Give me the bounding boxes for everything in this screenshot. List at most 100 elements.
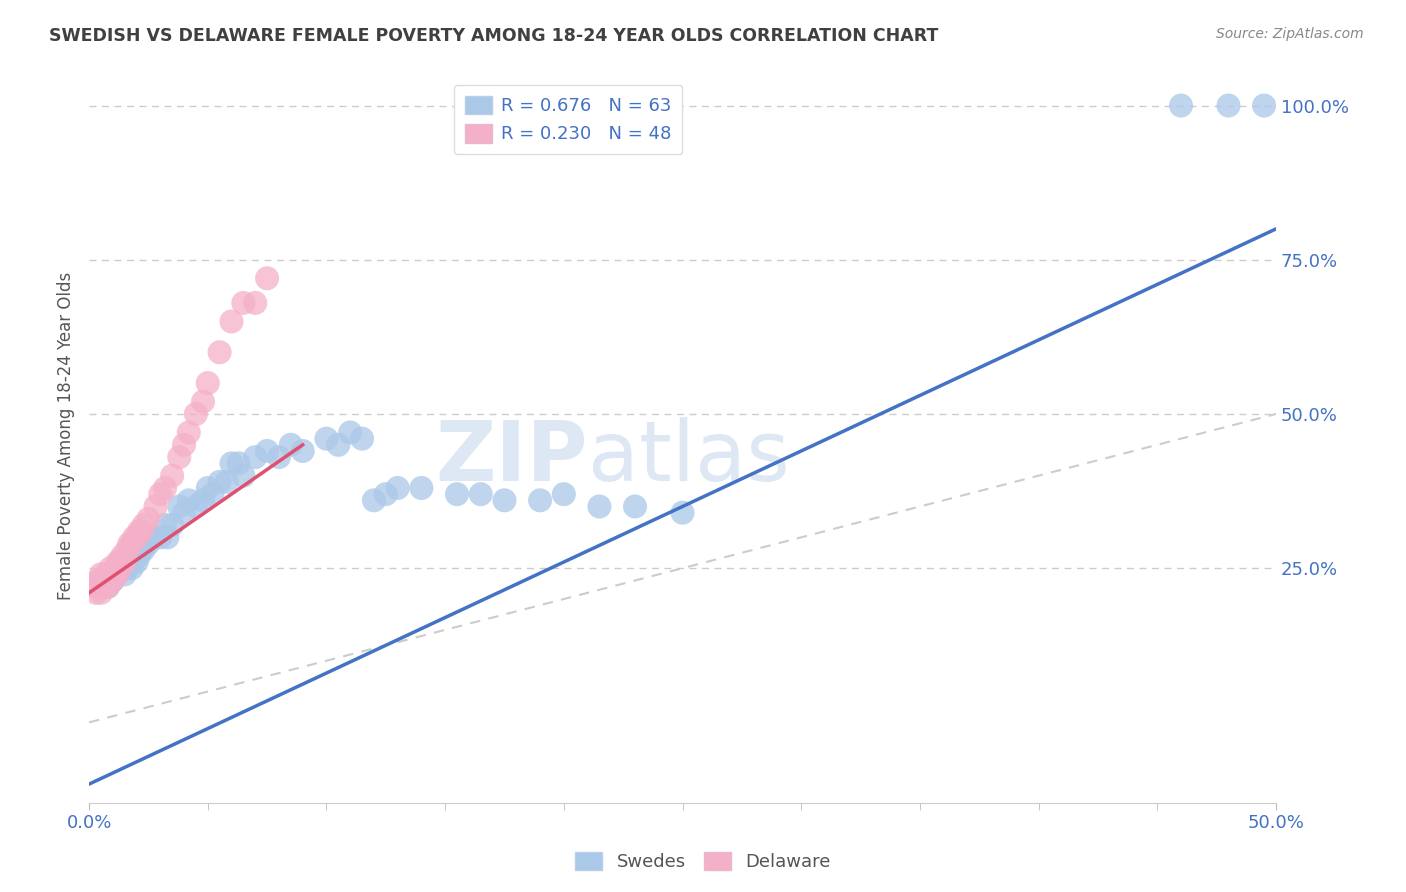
Text: SWEDISH VS DELAWARE FEMALE POVERTY AMONG 18-24 YEAR OLDS CORRELATION CHART: SWEDISH VS DELAWARE FEMALE POVERTY AMONG…	[49, 27, 939, 45]
Point	[184, 407, 207, 421]
Point	[232, 468, 254, 483]
Point	[138, 536, 160, 550]
Point	[100, 561, 122, 575]
Point	[494, 493, 516, 508]
Point	[114, 555, 136, 569]
Point	[228, 456, 250, 470]
Point	[104, 567, 127, 582]
Point	[245, 450, 267, 464]
Point	[208, 475, 231, 489]
Point	[184, 500, 207, 514]
Point	[470, 487, 492, 501]
Point	[315, 432, 337, 446]
Point	[624, 500, 647, 514]
Point	[97, 567, 120, 582]
Point	[328, 438, 350, 452]
Point	[94, 574, 117, 588]
Point	[115, 542, 138, 557]
Point	[115, 561, 138, 575]
Point	[87, 574, 110, 588]
Point	[191, 394, 214, 409]
Text: Source: ZipAtlas.com: Source: ZipAtlas.com	[1216, 27, 1364, 41]
Point	[267, 450, 290, 464]
Point	[291, 444, 314, 458]
Point	[84, 586, 107, 600]
Point	[129, 524, 152, 538]
Point	[145, 500, 167, 514]
Point	[160, 518, 183, 533]
Point	[104, 567, 127, 582]
Point	[107, 561, 129, 575]
Point	[132, 518, 155, 533]
Point	[84, 580, 107, 594]
Point	[156, 530, 179, 544]
Point	[111, 555, 134, 569]
Legend: R = 0.676   N = 63, R = 0.230   N = 48: R = 0.676 N = 63, R = 0.230 N = 48	[454, 85, 682, 154]
Point	[114, 567, 136, 582]
Point	[245, 296, 267, 310]
Point	[94, 574, 117, 588]
Text: atlas: atlas	[588, 417, 789, 498]
Point	[108, 555, 131, 569]
Point	[101, 567, 124, 582]
Point	[128, 549, 150, 563]
Point	[153, 518, 176, 533]
Point	[173, 438, 195, 452]
Point	[138, 512, 160, 526]
Point	[1218, 98, 1240, 112]
Point	[446, 487, 468, 501]
Point	[1170, 98, 1192, 112]
Point	[352, 432, 374, 446]
Point	[97, 580, 120, 594]
Point	[90, 574, 112, 588]
Point	[671, 506, 693, 520]
Point	[90, 580, 112, 594]
Point	[91, 574, 114, 588]
Point	[169, 500, 191, 514]
Point	[128, 524, 150, 538]
Point	[411, 481, 433, 495]
Point	[173, 506, 195, 520]
Point	[215, 475, 238, 489]
Point	[107, 555, 129, 569]
Legend: Swedes, Delaware: Swedes, Delaware	[568, 845, 838, 879]
Point	[191, 493, 214, 508]
Point	[101, 574, 124, 588]
Point	[169, 450, 191, 464]
Point	[232, 296, 254, 310]
Point	[142, 530, 165, 544]
Point	[529, 493, 551, 508]
Point	[160, 468, 183, 483]
Point	[91, 580, 114, 594]
Point	[122, 530, 145, 544]
Point	[374, 487, 396, 501]
Point	[87, 580, 110, 594]
Y-axis label: Female Poverty Among 18-24 Year Olds: Female Poverty Among 18-24 Year Olds	[58, 271, 75, 599]
Point	[108, 555, 131, 569]
Point	[149, 530, 172, 544]
Point	[94, 567, 117, 582]
Point	[118, 549, 141, 563]
Point	[197, 376, 219, 391]
Point	[177, 493, 200, 508]
Point	[256, 271, 278, 285]
Point	[201, 487, 224, 501]
Point	[339, 425, 361, 440]
Text: ZIP: ZIP	[434, 417, 588, 498]
Point	[177, 425, 200, 440]
Point	[197, 481, 219, 495]
Point	[221, 314, 243, 328]
Point	[90, 567, 112, 582]
Point	[129, 542, 152, 557]
Point	[208, 345, 231, 359]
Point	[114, 555, 136, 569]
Point	[111, 549, 134, 563]
Point	[256, 444, 278, 458]
Point	[101, 567, 124, 582]
Point	[588, 500, 610, 514]
Point	[108, 561, 131, 575]
Point	[125, 555, 148, 569]
Point	[121, 536, 143, 550]
Point	[101, 574, 124, 588]
Point	[90, 586, 112, 600]
